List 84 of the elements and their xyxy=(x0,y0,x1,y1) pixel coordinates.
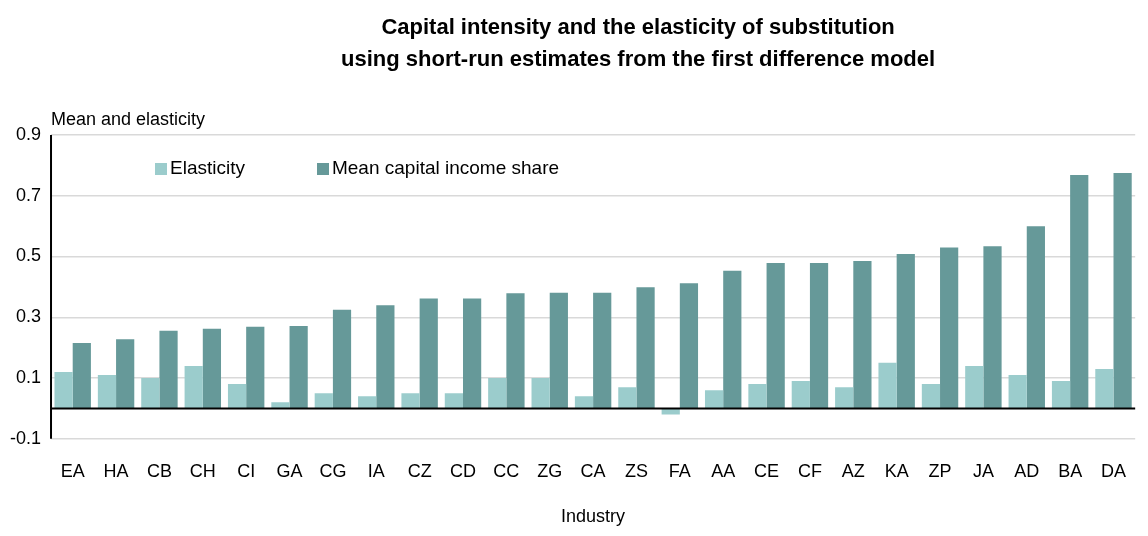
x-tick-label: KA xyxy=(884,460,909,481)
y-tick-label: 0.1 xyxy=(15,367,42,388)
x-tick-label: CB xyxy=(146,460,172,481)
bar xyxy=(853,261,872,409)
x-tick-label: IA xyxy=(367,460,385,481)
bar xyxy=(116,339,135,409)
bar xyxy=(766,262,785,409)
chart-title: Capital intensity and the elasticity of substitution using short-run estimates from the first difference model xyxy=(341,14,936,72)
bar xyxy=(791,381,810,409)
x-tick-label: CA xyxy=(580,460,606,481)
x-tick-label: CH xyxy=(189,460,216,481)
bar xyxy=(358,396,377,409)
bar xyxy=(246,326,265,409)
bar xyxy=(72,343,91,409)
bar xyxy=(419,298,438,409)
bar xyxy=(921,384,941,409)
bar xyxy=(748,384,767,409)
bar xyxy=(401,393,420,409)
bar xyxy=(1051,381,1071,409)
y-tick-label: -0.1 xyxy=(9,427,42,448)
bar xyxy=(965,365,984,409)
bar xyxy=(704,390,724,409)
legend-label: Mean capital income share xyxy=(331,157,560,179)
y-axis-title: Mean and elasticity xyxy=(51,108,206,129)
bar xyxy=(488,378,507,409)
bar xyxy=(1113,172,1132,409)
bar xyxy=(444,393,463,409)
bar xyxy=(574,396,594,409)
bar xyxy=(679,283,699,409)
bar xyxy=(54,371,73,409)
bar xyxy=(896,254,915,409)
x-tick-label: ZG xyxy=(537,460,563,481)
bar xyxy=(723,270,742,409)
bar xyxy=(940,247,959,409)
bar xyxy=(835,387,854,409)
bar xyxy=(531,378,550,409)
x-tick-label: CC xyxy=(493,460,520,481)
y-tick-label: 0.7 xyxy=(15,184,42,205)
bar xyxy=(1070,175,1089,409)
bar xyxy=(159,330,178,409)
bar xyxy=(184,365,203,409)
bar xyxy=(314,393,333,409)
bar xyxy=(983,246,1002,409)
bar xyxy=(878,362,897,409)
x-tick-label: ZP xyxy=(928,460,952,481)
bar xyxy=(463,298,482,409)
x-tick-label: BA xyxy=(1058,460,1083,481)
bar xyxy=(618,387,637,409)
bar xyxy=(332,309,352,409)
x-tick-label: CF xyxy=(797,460,822,481)
x-tick-label: DA xyxy=(1100,460,1127,481)
x-tick-label: CG xyxy=(319,460,347,481)
y-tick-label: 0.5 xyxy=(15,245,42,266)
x-tick-label: CZ xyxy=(407,460,432,481)
x-tick-label: CE xyxy=(754,460,780,481)
bar xyxy=(1008,375,1027,409)
x-tick-label: EA xyxy=(60,460,85,481)
y-tick-label: 0.3 xyxy=(15,306,42,327)
bar xyxy=(289,326,308,409)
x-tick-label: FA xyxy=(668,460,691,481)
bar xyxy=(593,292,612,409)
x-axis-title: Industry xyxy=(561,506,626,527)
x-tick-label: AD xyxy=(1014,460,1040,481)
bar xyxy=(97,375,117,409)
bar xyxy=(549,292,568,409)
x-tick-label: HA xyxy=(103,460,129,481)
x-tick-label: CI xyxy=(237,460,256,481)
x-tick-label: AZ xyxy=(841,460,865,481)
bar xyxy=(1026,226,1045,409)
x-tick-label: ZS xyxy=(624,460,648,481)
bar xyxy=(376,305,395,409)
bar xyxy=(506,293,525,409)
legend-label: Elasticity xyxy=(170,157,246,179)
bar xyxy=(636,287,655,409)
bar xyxy=(809,262,829,409)
y-tick-label: 0.9 xyxy=(15,123,42,144)
bar xyxy=(141,378,160,409)
bar xyxy=(202,328,222,409)
x-tick-label: JA xyxy=(972,460,994,481)
x-tick-label: AA xyxy=(711,460,736,481)
bar xyxy=(1095,368,1114,409)
x-tick-label: CD xyxy=(450,460,476,481)
bar xyxy=(227,384,247,409)
x-tick-label: GA xyxy=(276,460,303,481)
